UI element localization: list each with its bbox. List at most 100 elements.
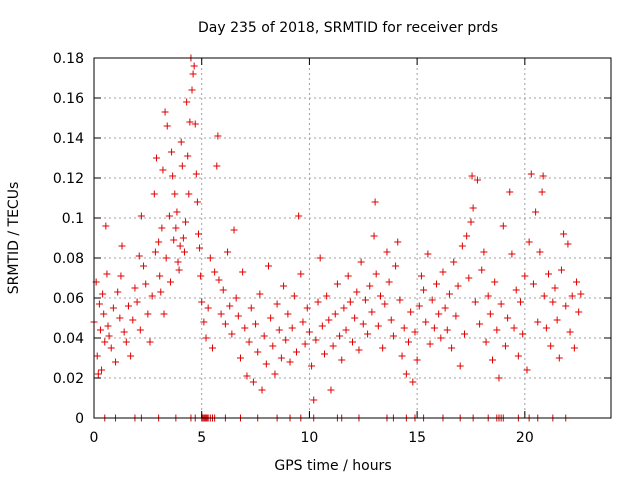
- data-point: [525, 238, 533, 246]
- data-point: [428, 296, 436, 304]
- data-point: [473, 176, 481, 184]
- data-point: [208, 344, 216, 352]
- data-point: [542, 324, 550, 332]
- data-point: [540, 292, 548, 300]
- data-point: [284, 310, 292, 318]
- data-point: [137, 212, 145, 220]
- data-point: [420, 286, 428, 294]
- data-point: [536, 248, 544, 256]
- data-point: [173, 208, 181, 216]
- data-point: [114, 288, 122, 296]
- data-point: [144, 310, 152, 318]
- data-point: [206, 254, 214, 262]
- data-point: [568, 292, 576, 300]
- data-point: [133, 298, 141, 306]
- data-point: [312, 336, 320, 344]
- y-tick-label: 0.1: [62, 211, 84, 227]
- data-point: [135, 252, 143, 260]
- data-point: [254, 348, 262, 356]
- data-point: [349, 338, 356, 346]
- data-point: [124, 302, 132, 310]
- data-point: [346, 298, 354, 306]
- data-point: [194, 230, 202, 238]
- data-point: [157, 288, 165, 296]
- data-point: [514, 352, 522, 360]
- data-point: [295, 212, 303, 220]
- data-point: [273, 300, 281, 308]
- data-point: [437, 334, 445, 342]
- data-point: [215, 276, 223, 284]
- data-point: [129, 316, 137, 324]
- data-point: [159, 166, 167, 174]
- data-point: [351, 314, 359, 322]
- data-point: [105, 332, 113, 340]
- data-point: [564, 240, 572, 248]
- data-point: [381, 300, 389, 308]
- data-point: [249, 378, 257, 386]
- data-point: [122, 338, 130, 346]
- data-point: [484, 292, 492, 300]
- data-point: [288, 324, 296, 332]
- data-point: [476, 320, 484, 328]
- data-point: [506, 188, 514, 196]
- data-point: [443, 326, 451, 334]
- data-point: [186, 118, 194, 126]
- data-point: [177, 138, 185, 146]
- data-point: [497, 300, 505, 308]
- data-point: [452, 312, 460, 320]
- data-point: [323, 292, 331, 300]
- data-point: [482, 338, 490, 346]
- data-point: [400, 324, 408, 332]
- data-point: [176, 242, 184, 250]
- data-point: [353, 288, 361, 296]
- data-point: [463, 232, 471, 240]
- data-point: [258, 386, 266, 394]
- data-point: [340, 304, 348, 312]
- data-point: [366, 282, 374, 290]
- data-point: [200, 318, 208, 326]
- data-point: [269, 342, 277, 350]
- data-point: [534, 318, 542, 326]
- data-point: [392, 262, 400, 270]
- data-point: [190, 62, 198, 70]
- data-point: [361, 296, 369, 304]
- data-point: [389, 332, 397, 340]
- data-point: [267, 314, 275, 322]
- data-point: [407, 308, 415, 316]
- data-point: [286, 358, 294, 366]
- data-point: [230, 226, 238, 234]
- data-point: [465, 274, 473, 282]
- data-point: [162, 254, 170, 262]
- y-axis-label: SRMTID / TECUs: [6, 182, 22, 295]
- data-point: [131, 284, 139, 292]
- data-point: [245, 338, 253, 346]
- data-point: [166, 278, 174, 286]
- y-tick-label: 0.04: [53, 331, 84, 347]
- data-point: [491, 278, 499, 286]
- data-point: [96, 326, 104, 334]
- data-point: [102, 222, 110, 230]
- data-point: [182, 218, 190, 226]
- data-point: [325, 316, 333, 324]
- data-point: [232, 294, 240, 302]
- data-point: [448, 344, 456, 352]
- data-point: [221, 320, 229, 328]
- data-point: [151, 248, 159, 256]
- data-point: [342, 326, 350, 334]
- data-point: [150, 190, 158, 198]
- grid-lines: [94, 58, 611, 418]
- data-point: [169, 172, 177, 180]
- data-point: [163, 122, 171, 130]
- data-point: [116, 314, 124, 322]
- data-point: [290, 292, 298, 300]
- data-point: [99, 290, 107, 298]
- data-point: [402, 370, 410, 378]
- data-point: [217, 310, 225, 318]
- data-point: [140, 262, 148, 270]
- data-point: [301, 340, 309, 348]
- plot-frame: [93, 57, 612, 419]
- data-point: [120, 328, 128, 336]
- data-point: [213, 162, 221, 170]
- data-point: [175, 266, 183, 274]
- x-tick-label: 5: [197, 430, 206, 446]
